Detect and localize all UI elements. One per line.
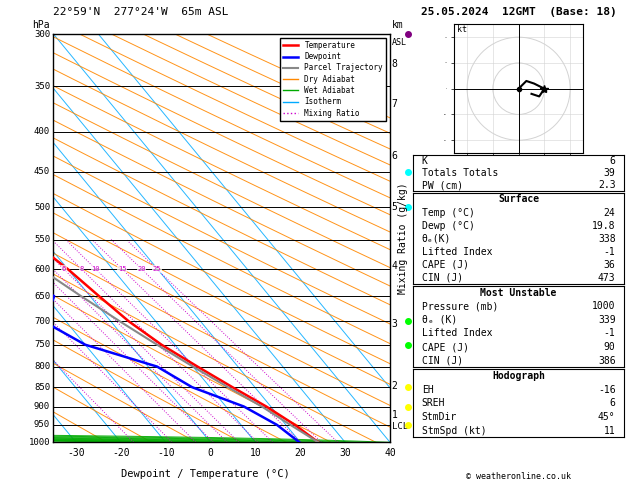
- Legend: Temperature, Dewpoint, Parcel Trajectory, Dry Adiabat, Wet Adiabat, Isotherm, Mi: Temperature, Dewpoint, Parcel Trajectory…: [280, 38, 386, 121]
- Text: 8: 8: [79, 266, 84, 272]
- Text: Dewpoint / Temperature (°C): Dewpoint / Temperature (°C): [121, 469, 289, 479]
- Text: 22°59'N  277°24'W  65m ASL: 22°59'N 277°24'W 65m ASL: [53, 7, 229, 17]
- Text: 30: 30: [339, 449, 351, 458]
- Text: 1000: 1000: [28, 438, 50, 447]
- Text: 10: 10: [250, 449, 261, 458]
- Text: 4: 4: [392, 261, 398, 271]
- Text: CIN (J): CIN (J): [421, 273, 463, 283]
- Text: Lifted Index: Lifted Index: [421, 247, 492, 257]
- Text: -10: -10: [157, 449, 174, 458]
- Text: 6: 6: [610, 399, 616, 408]
- Text: 600: 600: [34, 264, 50, 274]
- Text: 7: 7: [392, 99, 398, 109]
- Text: -16: -16: [598, 385, 616, 395]
- Text: Dewp (°C): Dewp (°C): [421, 221, 474, 230]
- Text: PW (cm): PW (cm): [421, 180, 463, 191]
- Text: -1: -1: [604, 329, 616, 338]
- Text: 20: 20: [137, 266, 146, 272]
- Text: 15: 15: [118, 266, 126, 272]
- Text: © weatheronline.co.uk: © weatheronline.co.uk: [466, 472, 571, 481]
- Text: θₑ(K): θₑ(K): [421, 234, 451, 243]
- Text: 450: 450: [34, 167, 50, 176]
- Text: K: K: [421, 156, 428, 166]
- Text: CIN (J): CIN (J): [421, 356, 463, 365]
- Text: θₑ (K): θₑ (K): [421, 315, 457, 325]
- Text: SREH: SREH: [421, 399, 445, 408]
- Text: 40: 40: [384, 449, 396, 458]
- Text: CAPE (J): CAPE (J): [421, 260, 469, 270]
- Text: 350: 350: [34, 82, 50, 91]
- Text: 950: 950: [34, 420, 50, 429]
- Text: 338: 338: [598, 234, 616, 243]
- Text: StmDir: StmDir: [421, 412, 457, 422]
- Text: Most Unstable: Most Unstable: [481, 288, 557, 297]
- Text: -1: -1: [604, 247, 616, 257]
- Text: 850: 850: [34, 382, 50, 392]
- Text: CAPE (J): CAPE (J): [421, 342, 469, 352]
- Text: 800: 800: [34, 362, 50, 371]
- Text: Temp (°C): Temp (°C): [421, 208, 474, 218]
- Text: 0: 0: [208, 449, 213, 458]
- Text: 90: 90: [604, 342, 616, 352]
- Text: 386: 386: [598, 356, 616, 365]
- Text: 5: 5: [392, 202, 398, 212]
- Text: -30: -30: [67, 449, 85, 458]
- Text: StmSpd (kt): StmSpd (kt): [421, 426, 486, 435]
- Text: 1: 1: [392, 411, 398, 420]
- Text: 19.8: 19.8: [592, 221, 616, 230]
- Text: 339: 339: [598, 315, 616, 325]
- Text: 6: 6: [392, 151, 398, 161]
- Text: -20: -20: [112, 449, 130, 458]
- Text: 2: 2: [392, 382, 398, 391]
- Text: hPa: hPa: [33, 20, 50, 30]
- Text: 10: 10: [91, 266, 100, 272]
- Text: 300: 300: [34, 30, 50, 38]
- Text: 650: 650: [34, 292, 50, 301]
- Text: kt: kt: [457, 25, 467, 34]
- Text: Surface: Surface: [498, 194, 539, 205]
- Text: 39: 39: [604, 168, 616, 178]
- Text: Lifted Index: Lifted Index: [421, 329, 492, 338]
- Text: 900: 900: [34, 402, 50, 411]
- Text: 500: 500: [34, 203, 50, 212]
- Text: 25: 25: [153, 266, 161, 272]
- Text: Hodograph: Hodograph: [492, 371, 545, 381]
- Text: 550: 550: [34, 235, 50, 244]
- Text: 400: 400: [34, 127, 50, 136]
- Text: Mixing Ratio (g/kg): Mixing Ratio (g/kg): [398, 182, 408, 294]
- Text: 20: 20: [294, 449, 306, 458]
- Text: EH: EH: [421, 385, 433, 395]
- Text: Totals Totals: Totals Totals: [421, 168, 498, 178]
- Text: 3: 3: [392, 319, 398, 329]
- Text: 700: 700: [34, 317, 50, 326]
- Text: 473: 473: [598, 273, 616, 283]
- Text: 750: 750: [34, 340, 50, 349]
- Text: 45°: 45°: [598, 412, 616, 422]
- Text: 25.05.2024  12GMT  (Base: 18): 25.05.2024 12GMT (Base: 18): [421, 7, 616, 17]
- Text: 6: 6: [610, 156, 616, 166]
- Text: 8: 8: [392, 59, 398, 69]
- Text: km: km: [392, 20, 403, 30]
- Text: ASL: ASL: [392, 38, 407, 47]
- Text: 2.3: 2.3: [598, 180, 616, 191]
- Text: 11: 11: [604, 426, 616, 435]
- Text: 24: 24: [604, 208, 616, 218]
- Text: 1000: 1000: [592, 301, 616, 311]
- Text: 36: 36: [604, 260, 616, 270]
- Text: 6: 6: [62, 266, 66, 272]
- Text: LCL: LCL: [392, 422, 408, 431]
- Text: Pressure (mb): Pressure (mb): [421, 301, 498, 311]
